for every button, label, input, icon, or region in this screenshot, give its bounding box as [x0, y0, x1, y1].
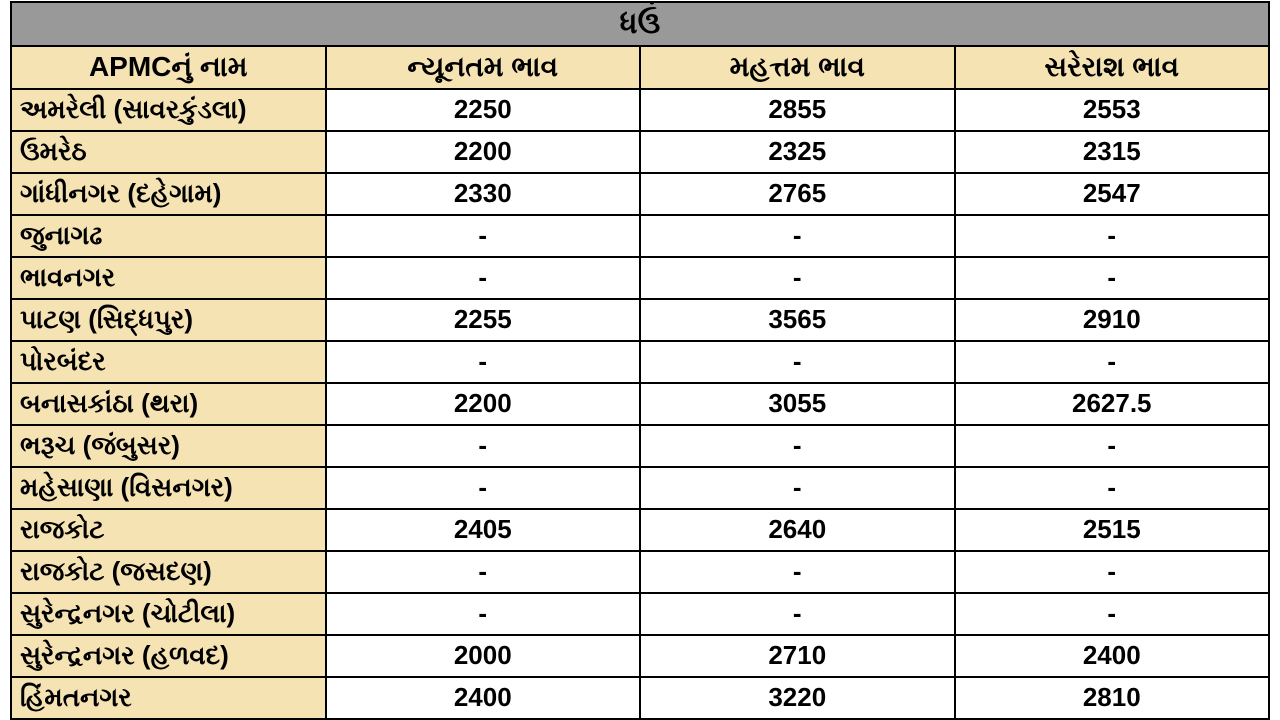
avg-price: 2810	[955, 677, 1270, 719]
avg-price: 2553	[955, 89, 1270, 131]
max-price: -	[640, 467, 955, 509]
max-price: 2765	[640, 173, 955, 215]
min-price: -	[326, 341, 641, 383]
table-row: ભાવનગર---	[11, 257, 1269, 299]
min-price: 2330	[326, 173, 641, 215]
table-row: સુરેન્દ્રનગર (હળવદ)200027102400	[11, 635, 1269, 677]
avg-price: 2627.5	[955, 383, 1270, 425]
min-price: 2250	[326, 89, 641, 131]
avg-price: -	[955, 341, 1270, 383]
avg-price: 2547	[955, 173, 1270, 215]
max-price: -	[640, 341, 955, 383]
apmc-name: સુરેન્દ્રનગર (ચોટીલા)	[11, 593, 326, 635]
min-price: 2200	[326, 383, 641, 425]
max-price: -	[640, 257, 955, 299]
header-row: APMCનું નામ ન્યૂનતમ ભાવ મહત્તમ ભાવ સરેરા…	[11, 46, 1269, 89]
max-price: -	[640, 593, 955, 635]
max-price: 3220	[640, 677, 955, 719]
min-price: 2255	[326, 299, 641, 341]
avg-price: 2910	[955, 299, 1270, 341]
min-price: -	[326, 593, 641, 635]
table-body: અમરેલી (સાવરકુંડલા)225028552553ઉમરેઠ2200…	[11, 89, 1269, 719]
title-row: ધઉં	[11, 2, 1269, 46]
max-price: 2325	[640, 131, 955, 173]
max-price: 2710	[640, 635, 955, 677]
min-price: -	[326, 215, 641, 257]
min-price: 2000	[326, 635, 641, 677]
apmc-name: ઉમરેઠ	[11, 131, 326, 173]
price-table: ધઉં APMCનું નામ ન્યૂનતમ ભાવ મહત્તમ ભાવ સ…	[10, 1, 1270, 720]
max-price: -	[640, 551, 955, 593]
avg-price: -	[955, 593, 1270, 635]
avg-price: 2515	[955, 509, 1270, 551]
apmc-name: ગાંધીનગર (દહેગામ)	[11, 173, 326, 215]
avg-price: -	[955, 467, 1270, 509]
apmc-name: પાટણ (સિદ્ધપુર)	[11, 299, 326, 341]
avg-price: -	[955, 257, 1270, 299]
table-row: પાટણ (સિદ્ધપુર)225535652910	[11, 299, 1269, 341]
apmc-name: સુરેન્દ્રનગર (હળવદ)	[11, 635, 326, 677]
min-price: 2400	[326, 677, 641, 719]
max-price: 3565	[640, 299, 955, 341]
apmc-name: મહેસાણા (વિસનગર)	[11, 467, 326, 509]
max-price: 2640	[640, 509, 955, 551]
apmc-name: ભાવનગર	[11, 257, 326, 299]
avg-price: 2315	[955, 131, 1270, 173]
col-header-apmc: APMCનું નામ	[11, 46, 326, 89]
col-header-max: મહત્તમ ભાવ	[640, 46, 955, 89]
apmc-name: ભરૂચ (જંબુસર)	[11, 425, 326, 467]
max-price: 2855	[640, 89, 955, 131]
min-price: -	[326, 257, 641, 299]
table-row: બનાસકાંઠા (થરા)220030552627.5	[11, 383, 1269, 425]
col-header-avg: સરેરાશ ભાવ	[955, 46, 1270, 89]
col-header-min: ન્યૂનતમ ભાવ	[326, 46, 641, 89]
table-row: ભરૂચ (જંબુસર)---	[11, 425, 1269, 467]
apmc-name: રાજકોટ	[11, 509, 326, 551]
table-row: રાજકોટ240526402515	[11, 509, 1269, 551]
avg-price: -	[955, 215, 1270, 257]
table-row: રાજકોટ (જસદણ)---	[11, 551, 1269, 593]
min-price: -	[326, 425, 641, 467]
apmc-name: પોરબંદર	[11, 341, 326, 383]
table-row: પોરબંદર---	[11, 341, 1269, 383]
min-price: -	[326, 467, 641, 509]
table-title: ધઉં	[11, 2, 1269, 46]
apmc-name: રાજકોટ (જસદણ)	[11, 551, 326, 593]
max-price: 3055	[640, 383, 955, 425]
min-price: -	[326, 551, 641, 593]
table-row: મહેસાણા (વિસનગર)---	[11, 467, 1269, 509]
price-table-container: ધઉં APMCનું નામ ન્યૂનતમ ભાવ મહત્તમ ભાવ સ…	[10, 1, 1270, 720]
table-row: ગાંધીનગર (દહેગામ)233027652547	[11, 173, 1269, 215]
avg-price: -	[955, 425, 1270, 467]
apmc-name: બનાસકાંઠા (થરા)	[11, 383, 326, 425]
table-row: અમરેલી (સાવરકુંડલા)225028552553	[11, 89, 1269, 131]
table-row: જુનાગઢ---	[11, 215, 1269, 257]
min-price: 2405	[326, 509, 641, 551]
apmc-name: હિંમતનગર	[11, 677, 326, 719]
apmc-name: જુનાગઢ	[11, 215, 326, 257]
table-row: ઉમરેઠ220023252315	[11, 131, 1269, 173]
table-row: હિંમતનગર240032202810	[11, 677, 1269, 719]
apmc-name: અમરેલી (સાવરકુંડલા)	[11, 89, 326, 131]
avg-price: 2400	[955, 635, 1270, 677]
max-price: -	[640, 425, 955, 467]
avg-price: -	[955, 551, 1270, 593]
table-row: સુરેન્દ્રનગર (ચોટીલા)---	[11, 593, 1269, 635]
min-price: 2200	[326, 131, 641, 173]
max-price: -	[640, 215, 955, 257]
